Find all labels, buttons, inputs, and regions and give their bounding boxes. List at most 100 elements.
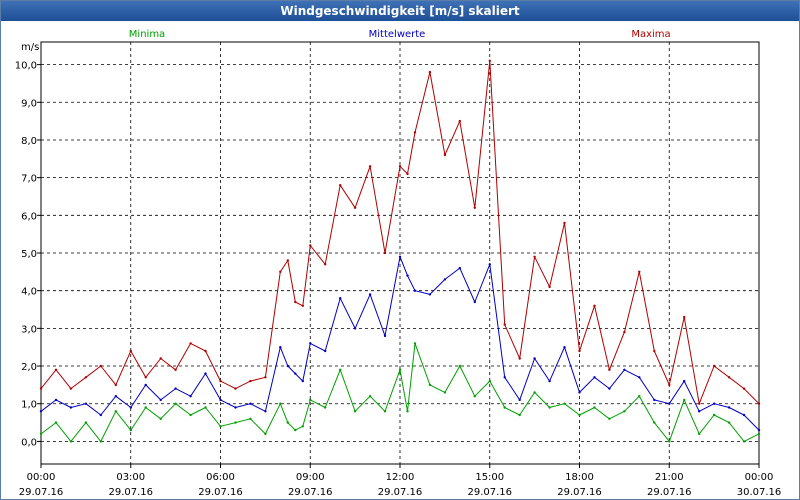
data-point-mittelwerte (503, 376, 506, 379)
data-point-mittelwerte (428, 293, 432, 296)
data-point-minima (413, 342, 417, 345)
grid (41, 42, 759, 464)
data-point-mittelwerte (406, 274, 409, 277)
x-tick-time-label: 18:00 (565, 472, 594, 483)
data-point-maxima (54, 368, 58, 371)
y-tick-label: 7,0 (21, 174, 37, 185)
data-point-minima (383, 410, 387, 413)
data-point-minima (249, 417, 252, 420)
data-point-minima (339, 368, 342, 371)
data-point-mittelwerte (324, 349, 327, 353)
x-tick-date-label: 29.07.16 (378, 487, 423, 498)
data-point-maxima (443, 153, 447, 157)
data-point-minima (428, 383, 432, 387)
data-point-minima (279, 402, 282, 405)
y-tick-label: 5,0 (21, 249, 37, 260)
y-axis: 0,0 1,0 2,0 3,0 4,0 5,0 6,0 7,0 8,0 9,0 10,0 (15, 61, 41, 448)
data-point-minima (234, 421, 237, 424)
data-point-mittelwerte (279, 346, 282, 349)
data-point-maxima (279, 270, 282, 273)
data-point-maxima (698, 402, 701, 405)
data-point-mittelwerte (757, 428, 761, 432)
data-point-minima (533, 391, 536, 394)
data-point-minima (503, 406, 506, 409)
data-point-maxima (563, 221, 566, 225)
x-tick-time-label: 06:00 (206, 472, 235, 483)
data-point-mittelwerte (39, 410, 43, 413)
data-point-maxima (413, 131, 417, 134)
data-point-maxima (593, 304, 596, 307)
series-line-maxima (40, 60, 760, 405)
y-tick-label: 10,0 (15, 61, 37, 72)
data-point-mittelwerte (712, 402, 716, 405)
data-point-maxima (159, 357, 162, 360)
series-line-minima (40, 342, 760, 442)
data-point-minima (548, 406, 551, 409)
data-point-maxima (638, 270, 641, 273)
data-point-mittelwerte (114, 395, 118, 398)
data-point-maxima (473, 206, 476, 209)
data-point-maxima (114, 383, 118, 387)
data-point-mittelwerte (189, 395, 192, 398)
data-point-maxima (757, 402, 761, 405)
data-point-maxima (301, 304, 304, 307)
y-tick-label: 4,0 (21, 287, 37, 298)
data-point-minima (473, 395, 476, 398)
data-point-maxima (548, 285, 551, 289)
data-point-mittelwerte (578, 391, 581, 394)
data-point-maxima (398, 165, 402, 168)
data-point-maxima (189, 342, 192, 345)
data-point-mittelwerte (383, 334, 387, 338)
y-tick-label: 3,0 (21, 324, 37, 335)
data-point-maxima (294, 300, 297, 304)
data-point-mittelwerte (653, 398, 656, 402)
data-point-minima (144, 406, 147, 409)
data-point-maxima (623, 330, 626, 334)
data-point-maxima (144, 376, 147, 379)
data-point-maxima (129, 349, 132, 353)
data-point-maxima (264, 376, 267, 379)
data-point-mittelwerte (368, 293, 372, 296)
data-point-maxima (488, 59, 491, 62)
data-point-minima (578, 413, 581, 417)
x-axis: 00:00 29.07.16 03:00 29.07.16 06:00 29.07.16 0… (19, 464, 781, 498)
data-point-maxima (69, 387, 73, 390)
legend-item-maxima: Maxima (631, 29, 670, 40)
data-point-maxima (533, 255, 536, 258)
data-point-mittelwerte (353, 327, 357, 330)
data-point-mittelwerte (309, 342, 312, 345)
data-point-mittelwerte (264, 410, 267, 413)
data-point-maxima (518, 357, 521, 360)
data-point-mittelwerte (129, 406, 132, 409)
series-line-mittelwerte (40, 256, 760, 431)
x-tick-time-label: 00:00 (745, 472, 774, 483)
data-point-minima (742, 440, 746, 443)
data-point-mittelwerte (683, 379, 686, 383)
data-point-mittelwerte (294, 372, 297, 375)
data-point-maxima (309, 244, 312, 247)
data-point-minima (189, 413, 192, 417)
data-point-mittelwerte (234, 406, 237, 409)
data-point-mittelwerte (742, 413, 746, 417)
data-point-maxima (668, 383, 671, 387)
x-tick-time-label: 00:00 (27, 472, 56, 483)
data-point-maxima (727, 376, 731, 379)
data-point-minima (159, 417, 162, 420)
data-point-minima (54, 421, 58, 424)
x-tick-date-label: 29.07.16 (557, 487, 602, 498)
data-point-maxima (339, 184, 342, 187)
data-point-minima (712, 413, 716, 417)
data-point-maxima (503, 323, 506, 326)
data-point-mittelwerte (638, 376, 641, 379)
data-point-mittelwerte (548, 379, 551, 383)
data-point-maxima (174, 368, 177, 371)
data-point-maxima (204, 349, 207, 353)
data-point-minima (39, 432, 43, 436)
x-tick-time-label: 09:00 (296, 472, 325, 483)
data-point-minima (698, 432, 701, 436)
data-point-mittelwerte (84, 402, 88, 405)
data-point-mittelwerte (398, 255, 402, 258)
data-point-mittelwerte (204, 372, 207, 375)
data-point-mittelwerte (727, 406, 731, 409)
